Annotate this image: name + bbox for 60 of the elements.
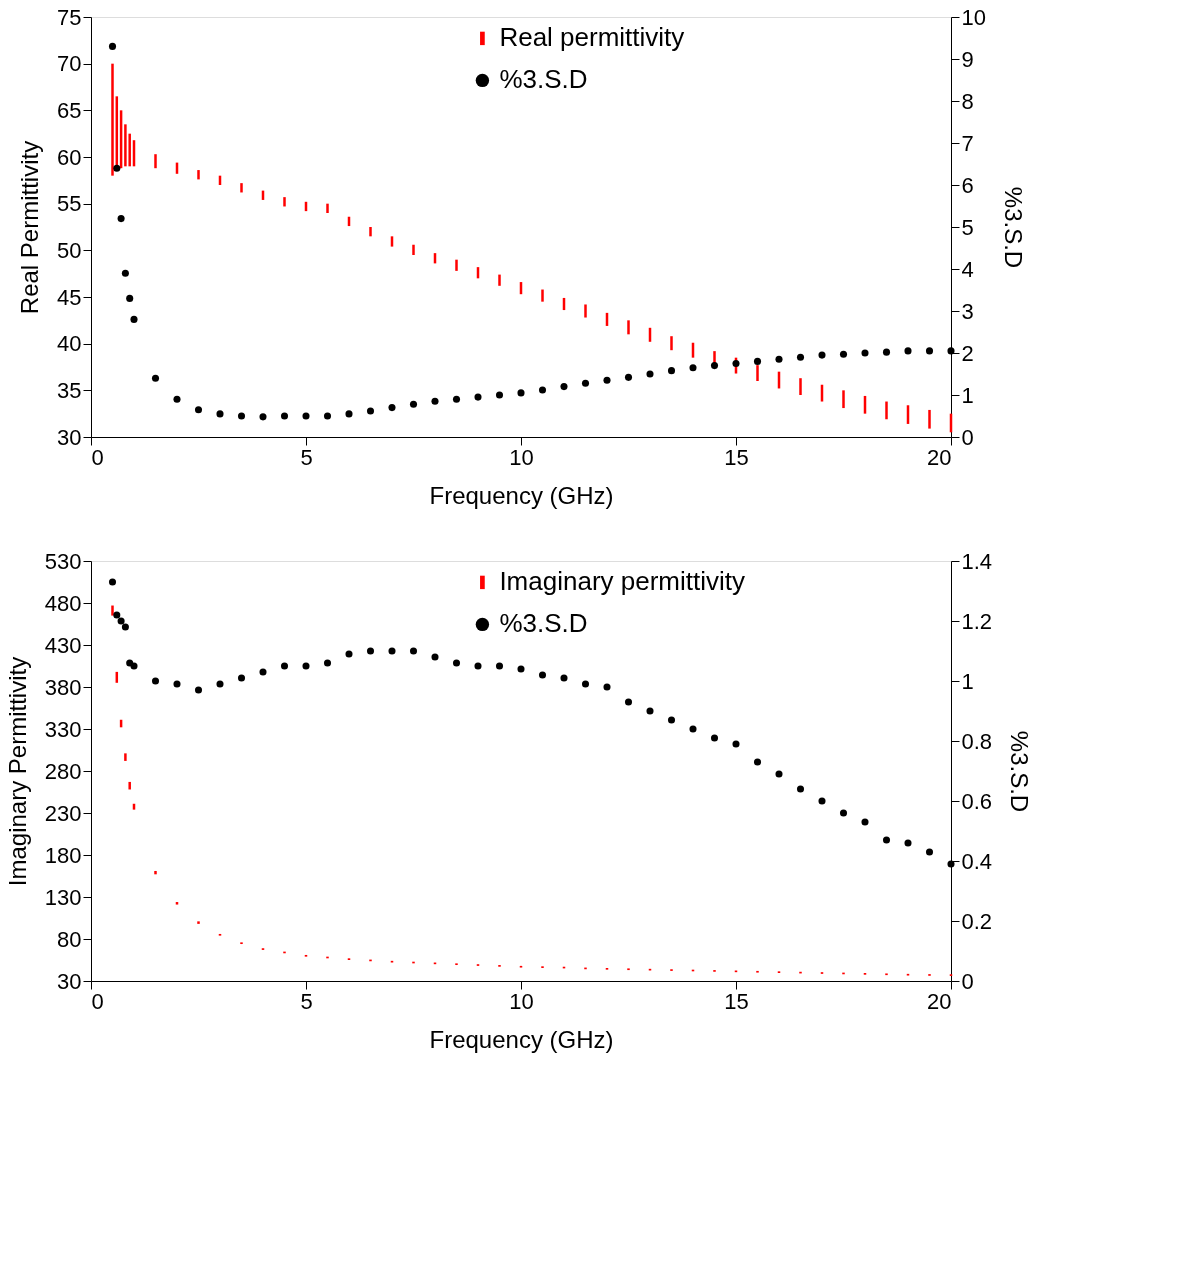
y2-tick-label: 4 [961, 256, 974, 282]
y-tick-label: 35 [57, 377, 82, 403]
y2-tick-label: 0.2 [961, 908, 993, 934]
legend-label: Real permittivity [499, 22, 685, 53]
x-tick-label: 20 [927, 988, 952, 1014]
y-tick-label: 180 [44, 842, 82, 868]
y2-tick-label: 2 [961, 340, 974, 366]
y-tick-label: 80 [57, 926, 82, 952]
y-tick-label: 75 [57, 4, 82, 30]
x-tick-label: 0 [91, 988, 104, 1014]
x-tick-label: 15 [724, 988, 749, 1014]
y2-axis-title: %3.S.D [999, 186, 1027, 269]
legend-label: %3.S.D [499, 64, 588, 95]
y-tick-label: 30 [57, 968, 82, 994]
y2-tick-label: 8 [961, 88, 974, 114]
y-tick-label: 60 [57, 144, 82, 170]
x-axis-title: Frequency (GHz) [429, 1025, 614, 1053]
y2-tick-label: 1 [961, 382, 974, 408]
legend-label: %3.S.D [499, 608, 588, 639]
y2-tick-label: 1.4 [961, 548, 993, 574]
y-axis-title: Real Permittivity [16, 140, 44, 315]
y-axis-title: Imaginary Permittivity [3, 656, 31, 887]
y2-tick-label: 1 [961, 668, 974, 694]
y2-tick-label: 0 [961, 424, 974, 450]
x-tick-label: 20 [927, 444, 952, 470]
y-tick-label: 30 [57, 424, 82, 450]
y-tick-label: 130 [44, 884, 82, 910]
y2-tick-label: 1.2 [961, 608, 993, 634]
y-tick-label: 70 [57, 51, 82, 77]
y-tick-label: 55 [57, 191, 82, 217]
x-tick-label: 0 [91, 444, 104, 470]
y-tick-label: 480 [44, 590, 82, 616]
x-tick-label: 10 [509, 444, 534, 470]
y-tick-label: 330 [44, 716, 82, 742]
y-tick-label: 50 [57, 237, 82, 263]
y2-tick-label: 5 [961, 214, 974, 240]
y-tick-label: 230 [44, 800, 82, 826]
y-tick-label: 430 [44, 632, 82, 658]
y2-tick-label: 6 [961, 172, 974, 198]
y-tick-label: 380 [44, 674, 82, 700]
y2-tick-label: 0.8 [961, 728, 993, 754]
x-tick-label: 15 [724, 444, 749, 470]
y-tick-label: 280 [44, 758, 82, 784]
x-tick-label: 5 [300, 444, 313, 470]
y2-tick-label: 10 [961, 4, 986, 30]
y-tick-label: 65 [57, 97, 82, 123]
x-tick-label: 5 [300, 988, 313, 1014]
y2-tick-label: 7 [961, 130, 974, 156]
x-axis-title: Frequency (GHz) [429, 481, 614, 509]
y-tick-label: 40 [57, 331, 82, 357]
y2-tick-label: 9 [961, 46, 974, 72]
y-tick-label: 530 [44, 548, 82, 574]
legend-label: Imaginary permittivity [499, 566, 746, 597]
y2-tick-label: 0.4 [961, 848, 993, 874]
x-tick-label: 10 [509, 988, 534, 1014]
y2-tick-label: 0 [961, 968, 974, 994]
y-tick-label: 45 [57, 284, 82, 310]
y2-tick-label: 0.6 [961, 788, 993, 814]
y2-tick-label: 3 [961, 298, 974, 324]
y2-axis-title: %3.S.D [1006, 730, 1034, 813]
